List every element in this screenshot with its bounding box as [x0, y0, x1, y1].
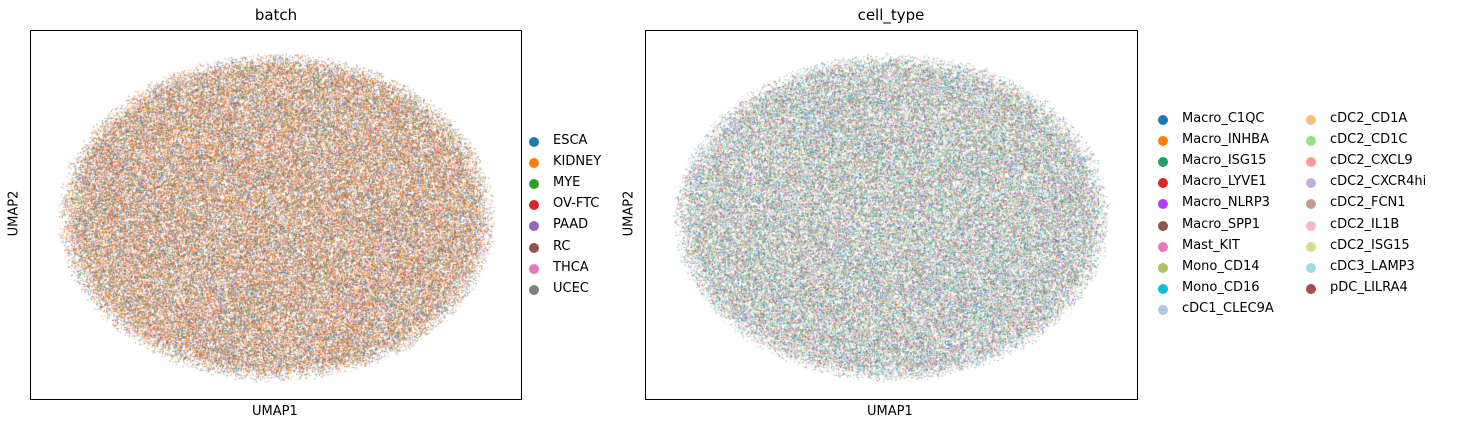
legend-marker — [529, 242, 539, 253]
legend-label: cDC2_IL1B — [1330, 216, 1400, 232]
legend-label: cDC2_FCN1 — [1330, 195, 1406, 211]
legend-label: Macro_SPP1 — [1182, 216, 1261, 232]
legend-marker — [529, 263, 539, 274]
legend-marker — [1158, 283, 1168, 294]
legend-label: cDC2_ISG15 — [1330, 237, 1410, 253]
legend-marker — [529, 221, 539, 232]
legend-marker — [529, 200, 539, 211]
legend-label: cDC2_CXCL9 — [1330, 153, 1413, 169]
scatter-points — [31, 31, 521, 399]
y-axis-label: UMAP2 — [6, 190, 22, 237]
legend-marker — [529, 284, 539, 295]
y-axis-label: UMAP2 — [621, 190, 637, 237]
legend-label: MYE — [553, 175, 581, 191]
legend-marker — [1306, 262, 1316, 273]
legend-marker — [529, 137, 539, 147]
legend-label: OV-FTC — [553, 196, 600, 212]
legend-marker — [529, 158, 539, 169]
legend-marker — [1158, 136, 1168, 147]
legend-marker — [1306, 220, 1316, 231]
legend-label: cDC2_CD1A — [1330, 111, 1408, 126]
legend-label: UCEC — [553, 280, 589, 296]
x-axis-label: UMAP1 — [867, 404, 913, 419]
legend-label: PAAD — [553, 217, 589, 233]
legend-marker — [1306, 283, 1316, 294]
legend-label: cDC3_LAMP3 — [1330, 258, 1415, 274]
legend-label: THCA — [553, 259, 589, 275]
legend-marker — [529, 179, 539, 190]
legend-label: cDC1_CLEC9A — [1182, 300, 1274, 316]
legend-label: ESCA — [553, 133, 588, 148]
scatter-points — [646, 31, 1137, 399]
legend-marker — [1158, 115, 1168, 125]
legend-marker — [1306, 157, 1316, 168]
legend-marker — [1158, 157, 1168, 168]
legend-marker — [1158, 262, 1168, 273]
legend-label: Mast_KIT — [1182, 237, 1240, 253]
legend-label: Macro_C1QC — [1182, 111, 1265, 126]
plot-area — [30, 30, 522, 400]
legend-label: Macro_NLRP3 — [1182, 195, 1270, 211]
legend-marker — [1158, 304, 1168, 315]
legend-marker — [1158, 241, 1168, 252]
chart-title: batch — [254, 6, 298, 24]
legend-label: Mono_CD14 — [1182, 258, 1260, 274]
plot-area — [645, 30, 1138, 400]
legend-label: KIDNEY — [553, 154, 602, 170]
legend-label: Macro_LYVE1 — [1182, 174, 1267, 190]
legend-label: Mono_CD16 — [1182, 279, 1260, 295]
legend-label: pDC_LILRA4 — [1330, 279, 1408, 295]
legend-marker — [1306, 199, 1316, 210]
legend-marker — [1306, 241, 1316, 252]
legend-marker — [1306, 178, 1316, 189]
legend-label: cDC2_CD1C — [1330, 132, 1408, 148]
legend-marker — [1306, 115, 1316, 125]
chart-title: cell_type — [857, 6, 925, 24]
legend-marker — [1158, 199, 1168, 210]
legend-label: Macro_ISG15 — [1182, 153, 1267, 169]
legend-marker — [1158, 220, 1168, 231]
legend-label: cDC2_CXCR4hi — [1330, 174, 1427, 190]
x-axis-label: UMAP1 — [252, 404, 298, 419]
legend-label: RC — [553, 238, 571, 254]
legend-marker — [1158, 178, 1168, 189]
legend-label: Macro_INHBA — [1182, 132, 1269, 148]
legend-marker — [1306, 136, 1316, 147]
